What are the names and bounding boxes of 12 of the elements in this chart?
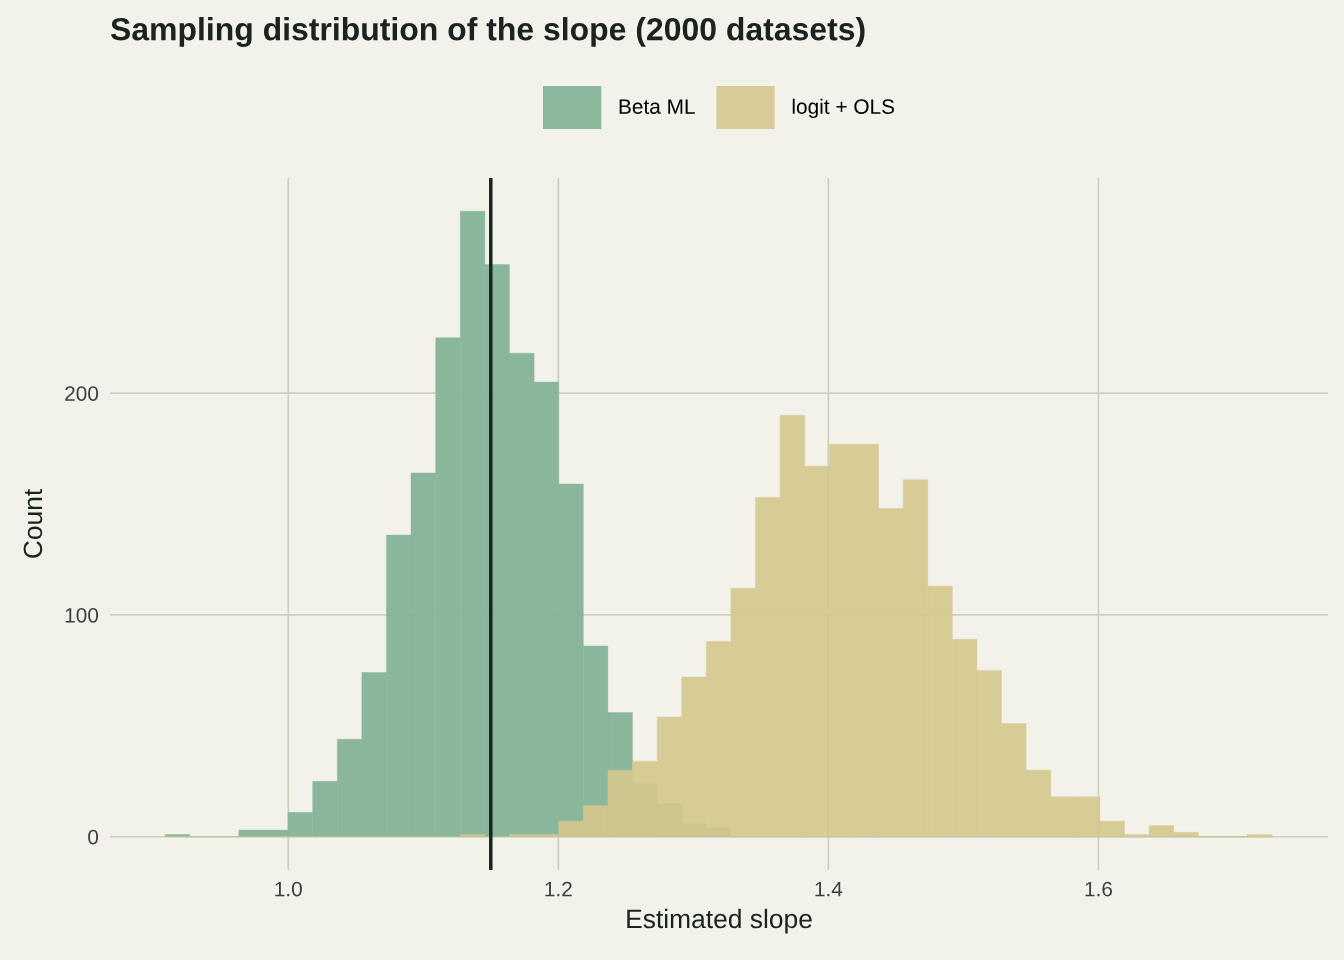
x-tick-label: 1.0 — [275, 881, 302, 897]
x-tick-label: 1.4 — [815, 881, 843, 897]
y-axis-title: Count — [23, 488, 43, 558]
y-tick-label: 100 — [65, 607, 99, 623]
legend-label: logit + OLS — [792, 98, 895, 119]
y-tick-label: 0 — [88, 829, 99, 845]
x-axis-title: Estimated slope — [627, 908, 812, 934]
legend-label: Beta ML — [619, 99, 695, 114]
chart-title: Sampling distribution of the slope (2000 datasets) — [110, 17, 865, 47]
y-tick-label: 200 — [65, 386, 99, 401]
x-tick-label: 1.6 — [1085, 881, 1113, 897]
x-tick-label: 1.2 — [545, 881, 572, 897]
